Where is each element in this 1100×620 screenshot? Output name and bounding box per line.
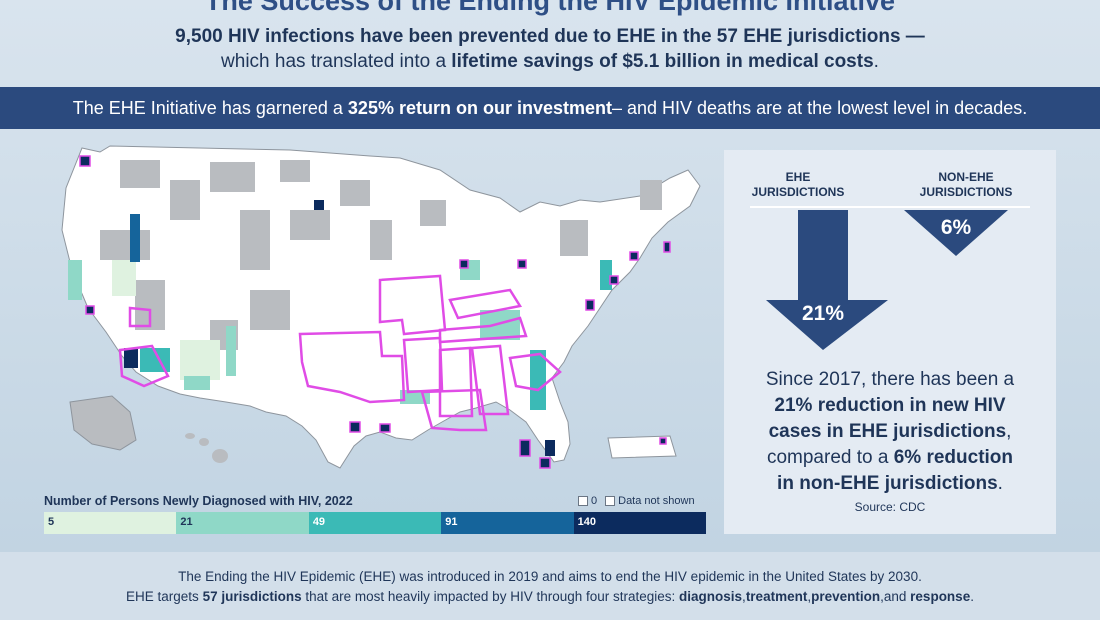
- ehe-county-marks: [79, 155, 671, 469]
- not-shown-counties: [100, 160, 662, 350]
- footer: The Ending the HIV Epidemic (EHE) was in…: [0, 552, 1100, 620]
- divider: [750, 206, 1030, 208]
- subtitle-line-1: 9,500 HIV infections have been prevented…: [175, 26, 925, 47]
- non-ehe-down-arrow: [904, 210, 1008, 256]
- legend-segment: 49: [308, 512, 442, 534]
- ehe-reduction-value: 21%: [801, 302, 845, 325]
- subtitle: 9,500 HIV infections have been prevented…: [0, 24, 1100, 74]
- legend-segment: 21: [176, 512, 309, 534]
- us-county-map: [40, 140, 720, 495]
- alaska-shape: [69, 395, 137, 451]
- legend-keys: 0 Data not shown: [578, 495, 695, 507]
- legend-color-scale: 5 21 49 91 140: [44, 512, 707, 534]
- source-note: Source: CDC: [854, 500, 926, 514]
- comparison-panel: EHE JURISDICTIONS NON-EHE JURISDICTIONS …: [724, 150, 1056, 534]
- ehe-state-outlines: [118, 274, 562, 432]
- ehe-down-arrow: [766, 210, 888, 350]
- legend-zero: 0: [578, 495, 597, 507]
- reduction-arrows: [766, 210, 1008, 350]
- legend-not-shown: Data not shown: [605, 495, 695, 507]
- roi-banner: The EHE Initiative has garnered a 325% r…: [0, 87, 1100, 129]
- legend-segment: 140: [573, 512, 707, 534]
- puerto-rico-shape: [607, 435, 677, 459]
- footer-line-1: The Ending the HIV Epidemic (EHE) was in…: [178, 569, 922, 584]
- ehe-column-heading: EHE JURISDICTIONS: [751, 170, 845, 199]
- subtitle-line-2: which has translated into a lifetime sav…: [221, 51, 879, 72]
- reduction-summary: Since 2017, there has been a 21% reducti…: [765, 369, 1015, 494]
- page-title: The Success of the Ending the HIV Epidem…: [204, 0, 896, 16]
- diagnosis-counties: [68, 200, 612, 456]
- non-ehe-column-heading: NON-EHE JURISDICTIONS: [919, 170, 1013, 199]
- footer-line-2: EHE targets 57 jurisdictions that are mo…: [126, 589, 974, 604]
- non-ehe-reduction-value: 6%: [940, 216, 972, 239]
- hawaii-shape: [185, 433, 228, 463]
- legend-segment: 5: [44, 512, 177, 534]
- legend-segment: 91: [441, 512, 574, 534]
- legend-title: Number of Persons Newly Diagnosed with H…: [44, 494, 353, 508]
